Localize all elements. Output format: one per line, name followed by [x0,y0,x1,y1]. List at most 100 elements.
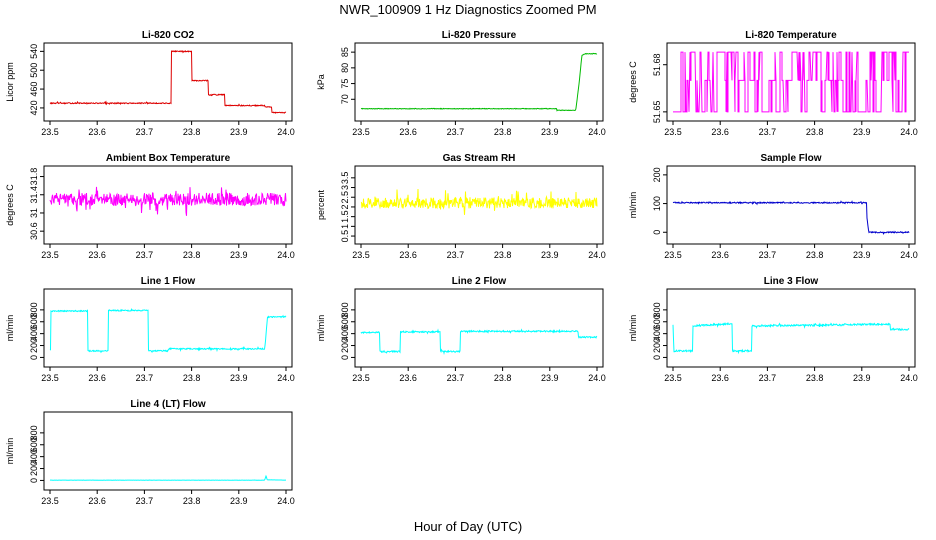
x-tick-label: 23.5 [352,373,370,383]
y-tick-label: 85 [340,47,350,57]
x-tick-label: 23.7 [136,127,154,137]
plot-frame [354,42,604,122]
panel-title: Li-820 Pressure [442,30,517,41]
x-tick-label: 23.8 [183,250,201,260]
panel-ambient-box-temperature: Ambient Box Temperature 23.5 23.6 23.7 23.8 2… [5,153,295,260]
panel-line-1-flow: Line 1 Flow 23.5 23.6 23.7 23.8 23.9 24.0 0 2004… [5,276,295,383]
y-tick-label: 2 [340,204,350,209]
x-tick-label: 23.5 [664,127,682,137]
x-tick-label: 23.5 [352,127,370,137]
y-axis-label: ml/min [628,315,638,342]
x-tick-label: 23.5 [41,127,59,137]
y-tick-label: 0 [29,478,39,483]
y-tick-label: 0 [29,355,39,360]
y-axis-label: kPa [316,74,326,90]
plot-frame [43,411,293,491]
x-tick-label: 23.8 [183,496,201,506]
plot-frame [666,288,916,368]
x-tick-label: 23.6 [399,127,417,137]
y-axis-label: ml/min [628,192,638,219]
x-tick-label: 23.5 [352,250,370,260]
x-tick-label: 23.9 [853,373,871,383]
series-line [673,51,909,113]
y-tick-label: 200 [652,338,662,353]
x-tick-label: 23.8 [806,127,824,137]
series-line [49,307,287,354]
y-tick-label: 800 [340,302,350,317]
y-axis-label: Licor ppm [5,62,15,102]
panel-title: Line 4 (LT) Flow [130,399,206,410]
x-tick-label: 23.7 [759,373,777,383]
x-tick-label: 23.5 [41,250,59,260]
panel-li-820-co2: Li-820 CO2 23.5 23.6 23.7 23.8 23.9 24.0 420 460… [5,30,295,137]
panel-line-3-flow: Line 3 Flow 23.5 23.6 23.7 23.8 23.9 24.0 0 2004… [628,276,918,383]
y-tick-label: 400 [652,326,662,341]
x-tick-label: 23.9 [541,373,559,383]
series-line [360,328,598,356]
y-tick-label: 3 [340,185,350,190]
y-tick-label: 540 [29,44,39,59]
series-line [672,321,910,355]
x-tick-label: 23.5 [41,373,59,383]
plot-frame [43,165,293,245]
y-axis-label: ml/min [5,438,15,465]
plot-frame [43,42,293,122]
x-tick-label: 23.9 [230,127,248,137]
series-line [672,200,910,235]
y-axis-label: ml/min [5,315,15,342]
y-tick-label: 31 [29,208,39,218]
y-axis-label: degrees C [5,184,15,226]
y-tick-label: 1 [340,224,350,229]
x-tick-label: 23.7 [759,250,777,260]
x-tick-label: 23.6 [88,496,106,506]
panel-title: Gas Stream RH [443,153,516,164]
panel-title: Sample Flow [760,153,821,164]
x-tick-label: 23.7 [447,250,465,260]
y-tick-label: 200 [652,167,662,182]
x-tick-label: 23.8 [806,373,824,383]
x-tick-label: 23.7 [136,250,154,260]
x-tick-label: 23.9 [230,496,248,506]
y-tick-label: 0.5 [340,230,350,243]
plot-frame [43,288,293,368]
x-tick-label: 23.9 [853,127,871,137]
series-line [49,50,287,114]
x-tick-label: 24.0 [900,250,918,260]
y-tick-label: 2.5 [340,191,350,204]
y-tick-label: 460 [29,82,39,97]
x-tick-label: 23.8 [806,250,824,260]
y-axis-label: percent [316,189,326,220]
x-tick-label: 24.0 [588,373,606,383]
x-tick-label: 24.0 [277,250,295,260]
y-tick-label: 200 [340,338,350,353]
y-tick-label: 400 [29,326,39,341]
y-tick-label: 0 [652,230,662,235]
y-tick-label: 800 [652,302,662,317]
figure-title: NWR_100909 1 Hz Diagnostics Zoomed PM [339,2,596,17]
panel-line-4-lt-flow: Line 4 (LT) Flow 23.5 23.6 23.7 23.8 23.9 24.0… [5,399,295,506]
panel-title: Line 3 Flow [764,276,819,287]
panel-title: Line 1 Flow [141,276,196,287]
y-tick-label: 600 [340,314,350,329]
y-tick-label: 600 [652,314,662,329]
x-tick-label: 23.7 [136,496,154,506]
x-tick-label: 23.7 [447,127,465,137]
series-line [49,186,287,216]
plot-frame [354,288,604,368]
x-tick-label: 23.9 [230,250,248,260]
plot-frame [666,42,916,122]
x-tick-label: 23.9 [230,373,248,383]
x-tick-label: 24.0 [900,373,918,383]
x-tick-label: 24.0 [277,127,295,137]
y-axis-label: degrees C [628,61,638,103]
x-tick-label: 24.0 [588,250,606,260]
x-tick-label: 23.8 [183,127,201,137]
y-tick-label: 0 [652,355,662,360]
figure-x-axis-label: Hour of Day (UTC) [414,519,522,534]
x-tick-label: 23.6 [399,250,417,260]
panel-li-820-pressure: Li-820 Pressure 23.5 23.6 23.7 23.8 23.9 24.0 7… [316,30,606,137]
x-tick-label: 23.9 [853,250,871,260]
